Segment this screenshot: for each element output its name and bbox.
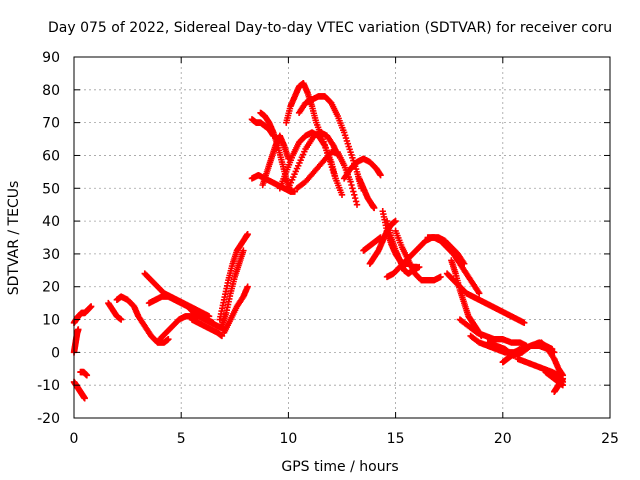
data-point xyxy=(347,178,354,185)
y-tick-label: 60 xyxy=(42,148,60,164)
y-tick-label: 40 xyxy=(42,214,60,230)
data-point xyxy=(559,375,567,382)
x-tick-label: 5 xyxy=(177,431,186,447)
data-point xyxy=(244,231,251,238)
y-tick-label: 20 xyxy=(42,280,60,296)
data-point-fill xyxy=(351,191,358,199)
series-pass-25 xyxy=(360,234,384,254)
data-point xyxy=(240,247,247,254)
y-tick-label: 10 xyxy=(42,313,60,329)
data-point xyxy=(75,326,82,333)
series-pass-21 xyxy=(285,129,341,192)
series-pass-31 xyxy=(424,234,483,297)
series-pass-03 xyxy=(70,378,88,402)
series-pass-19 xyxy=(295,93,365,192)
series-pass-10 xyxy=(188,316,226,340)
y-tick-label: 30 xyxy=(42,247,60,263)
chart-title: Day 075 of 2022, Sidereal Day-to-day VTE… xyxy=(48,20,612,36)
y-tick-label: -20 xyxy=(37,411,60,427)
y-tick-label: 80 xyxy=(42,83,60,99)
data-point-fill xyxy=(351,194,359,202)
series-pass-11 xyxy=(216,231,251,323)
series-pass-33 xyxy=(443,270,528,327)
data-point-fill xyxy=(350,188,357,195)
series-pass-20 xyxy=(276,129,339,192)
data-point xyxy=(87,303,95,310)
series-pass-04 xyxy=(77,368,91,379)
y-tick-label: 90 xyxy=(42,50,60,66)
series-pass-39 xyxy=(538,339,567,379)
series-pass-24 xyxy=(355,175,378,212)
data-point xyxy=(437,273,444,281)
data-point xyxy=(218,332,226,340)
x-tick-label: 15 xyxy=(387,431,405,447)
series-points xyxy=(70,80,567,402)
data-point xyxy=(244,283,251,290)
data-point-fill xyxy=(352,198,360,205)
y-tick-label: -10 xyxy=(37,378,60,394)
data-point xyxy=(332,175,339,182)
y-tick-label: 70 xyxy=(42,116,60,132)
data-point xyxy=(370,204,378,212)
series-pass-13 xyxy=(220,283,251,336)
data-point-fill xyxy=(348,181,355,189)
series-pass-23 xyxy=(340,155,384,182)
data-point xyxy=(338,191,346,199)
data-point xyxy=(81,395,88,402)
data-point xyxy=(353,201,361,208)
series-pass-06 xyxy=(113,293,172,346)
data-point-fill xyxy=(349,185,356,192)
x-tick-label: 25 xyxy=(601,431,619,447)
series-pass-17 xyxy=(259,132,292,189)
series-pass-41 xyxy=(551,375,567,395)
axis-ticks: 0 5 10 15 20 25 -20 -10 0 10 20 30 40 50 60 70 80 90 xyxy=(37,50,619,447)
series-pass-22 xyxy=(293,148,361,208)
y-tick-label: 0 xyxy=(51,345,60,361)
data-point xyxy=(521,319,528,327)
plot-frame xyxy=(73,56,611,419)
series-pass-12 xyxy=(218,247,247,330)
x-tick-label: 20 xyxy=(494,431,512,447)
x-tick-label: 10 xyxy=(279,431,297,447)
data-point xyxy=(377,171,384,179)
series-pass-37 xyxy=(499,345,524,366)
data-point xyxy=(392,217,399,225)
data-point xyxy=(516,345,524,353)
data-point xyxy=(83,372,91,379)
data-point xyxy=(165,336,172,343)
x-axis-label: GPS time / hours xyxy=(281,459,398,475)
data-point xyxy=(476,290,483,297)
x-tick-label: 0 xyxy=(70,431,79,447)
series-pass-30 xyxy=(392,227,444,284)
data-point xyxy=(415,263,423,271)
series-pass-09 xyxy=(156,313,228,343)
series-pass-05 xyxy=(105,299,125,323)
y-axis-label: SDTVAR / TECUs xyxy=(6,181,22,296)
data-point xyxy=(117,316,125,323)
data-point xyxy=(291,188,299,195)
y-tick-label: 50 xyxy=(42,181,60,197)
